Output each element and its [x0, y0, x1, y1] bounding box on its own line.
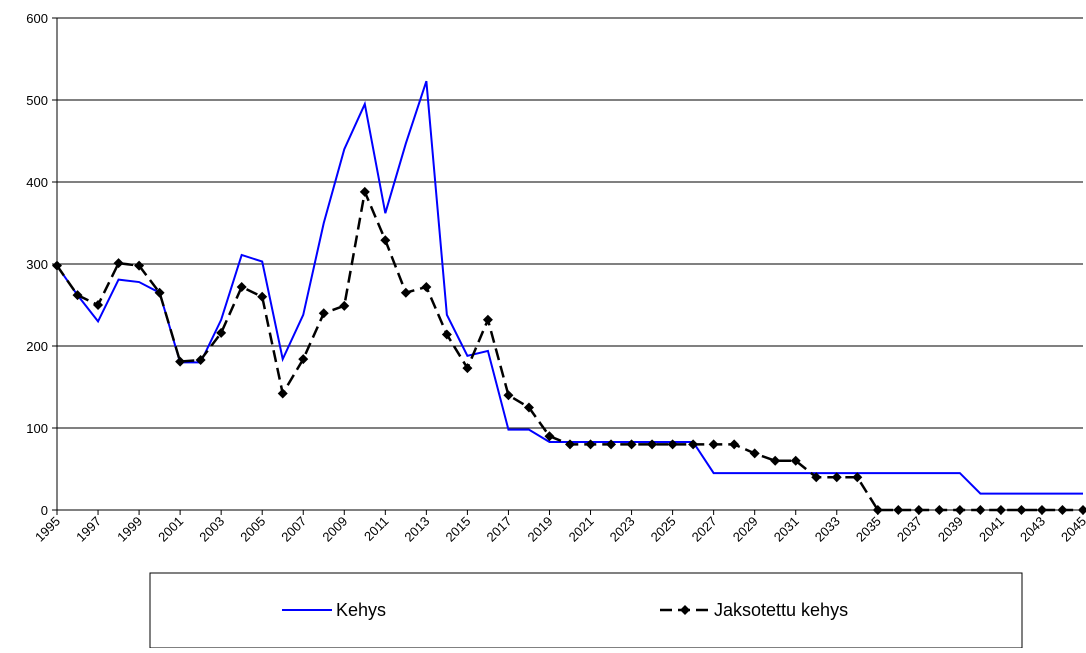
y-tick-label: 100 — [26, 421, 48, 436]
marker — [852, 472, 863, 483]
legend-label: Jaksotettu kehys — [714, 600, 848, 620]
marker — [934, 505, 945, 515]
x-tick-label: 2031 — [771, 514, 802, 545]
marker — [236, 281, 247, 292]
marker — [995, 505, 1006, 515]
marker — [913, 505, 924, 515]
x-tick-label: 2035 — [853, 514, 884, 545]
marker — [72, 290, 83, 301]
marker — [441, 329, 452, 340]
marker — [195, 354, 206, 365]
marker — [277, 388, 288, 399]
series-line — [56, 80, 1083, 495]
marker — [975, 505, 986, 515]
marker — [544, 431, 555, 442]
marker — [790, 455, 801, 466]
x-tick-label: 2005 — [237, 514, 268, 545]
x-tick-label: 2045 — [1058, 514, 1086, 545]
x-tick-label: 2019 — [525, 514, 556, 545]
marker — [482, 314, 493, 325]
marker — [688, 439, 699, 450]
marker — [606, 439, 617, 450]
x-tick-label: 2013 — [401, 514, 432, 545]
marker — [175, 356, 186, 367]
x-tick-label: 2025 — [648, 514, 679, 545]
marker — [318, 308, 329, 319]
marker — [1016, 505, 1027, 515]
x-tick-label: 1999 — [114, 514, 145, 545]
marker — [113, 258, 124, 269]
marker — [872, 505, 883, 515]
x-tick-label: 2015 — [442, 514, 473, 545]
marker — [216, 327, 227, 338]
legend-marker — [680, 605, 690, 615]
marker — [154, 287, 165, 298]
x-tick-label: 2027 — [689, 514, 720, 545]
series-line — [55, 187, 1083, 512]
x-tick-label: 2003 — [196, 514, 227, 545]
y-tick-label: 600 — [26, 11, 48, 26]
marker — [811, 472, 822, 483]
marker — [400, 287, 411, 298]
x-tick-label: 2029 — [730, 514, 761, 545]
marker — [954, 505, 965, 515]
marker — [667, 439, 678, 450]
x-tick-label: 2009 — [319, 514, 350, 545]
y-tick-label: 400 — [26, 175, 48, 190]
marker — [380, 235, 391, 246]
x-tick-label: 2023 — [607, 514, 638, 545]
x-tick-label: 1997 — [73, 514, 104, 545]
x-tick-label: 2001 — [155, 514, 186, 545]
marker — [503, 390, 514, 401]
marker — [359, 186, 370, 197]
x-tick-label: 2017 — [484, 514, 515, 545]
marker — [729, 439, 740, 450]
marker — [831, 472, 842, 483]
marker — [1036, 505, 1047, 515]
x-tick-label: 2039 — [935, 514, 966, 545]
x-tick-label: 2041 — [976, 514, 1007, 545]
marker — [421, 281, 432, 292]
x-tick-label: 2033 — [812, 514, 843, 545]
marker — [1057, 505, 1068, 515]
marker — [52, 260, 62, 271]
y-tick-label: 300 — [26, 257, 48, 272]
y-tick-label: 200 — [26, 339, 48, 354]
marker — [339, 300, 350, 311]
marker — [893, 505, 904, 515]
x-tick-label: 2043 — [1017, 514, 1048, 545]
marker — [298, 354, 309, 365]
legend-label: Kehys — [336, 600, 386, 620]
x-tick-label: 1995 — [32, 514, 63, 545]
marker — [134, 260, 145, 271]
marker — [257, 291, 268, 302]
marker — [523, 402, 534, 413]
marker — [626, 439, 637, 450]
marker — [770, 455, 781, 466]
x-tick-label: 2037 — [894, 514, 925, 545]
marker — [93, 300, 104, 310]
y-tick-label: 500 — [26, 93, 48, 108]
marker — [749, 448, 760, 459]
x-tick-label: 2007 — [278, 514, 309, 545]
marker — [647, 439, 658, 450]
marker — [585, 439, 596, 450]
y-tick-label: 0 — [41, 503, 48, 518]
marker — [565, 439, 575, 450]
x-tick-label: 2011 — [361, 514, 391, 544]
marker — [1078, 505, 1086, 515]
legend-box — [149, 572, 1023, 649]
x-tick-label: 2021 — [566, 514, 597, 545]
marker — [462, 363, 473, 374]
marker — [708, 439, 719, 450]
